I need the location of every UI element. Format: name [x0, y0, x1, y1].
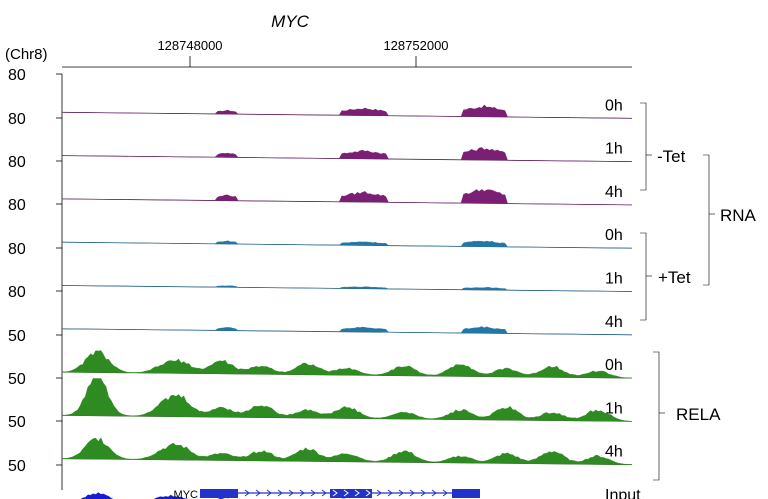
- track-signal-area: [61, 240, 633, 249]
- track-label: 4h: [605, 314, 623, 331]
- track-label: 1h: [605, 141, 623, 158]
- track-signal-area: [80, 492, 351, 499]
- gene-model: MYC: [174, 489, 480, 499]
- track-ymax-label: 50: [8, 328, 26, 345]
- strand-arrow: [343, 489, 349, 497]
- strand-arrow: [409, 489, 415, 497]
- track-ymax-label: 80: [8, 241, 26, 258]
- strand-arrow: [266, 489, 272, 497]
- gene-strand-arrows: [244, 489, 448, 497]
- strand-arrow: [387, 489, 393, 497]
- track-ymax-label: 80: [8, 197, 26, 214]
- x-tick-label-1: 128748000: [157, 38, 222, 53]
- bracket-rna: [703, 154, 710, 286]
- track-signal-area: [61, 104, 633, 119]
- track-signal-area: [61, 189, 633, 206]
- strand-arrow: [321, 489, 327, 497]
- chromosome-label: (Chr8): [5, 46, 48, 63]
- strand-arrow: [431, 489, 437, 497]
- track-signal-area: [61, 326, 633, 335]
- track-label: 4h: [605, 184, 623, 201]
- track-label: 0h: [605, 357, 623, 374]
- track-ymax-label: 80: [8, 284, 26, 301]
- track-ymax-label: 50: [8, 414, 26, 431]
- strand-arrow: [299, 489, 305, 497]
- group-label-plus-tet: +Tet: [658, 268, 691, 287]
- strand-arrow: [442, 489, 448, 497]
- strand-arrow: [354, 489, 360, 497]
- track-ymax-label: 50: [8, 458, 26, 475]
- track-signal-area: [61, 285, 633, 292]
- strand-arrow: [332, 489, 338, 497]
- track-signal-area: [61, 378, 633, 422]
- x-tick-label-2: 128752000: [383, 38, 448, 53]
- gene-exon-1: [200, 489, 238, 498]
- group-label-rna: RNA: [720, 206, 757, 225]
- track-ymax-label: 50: [8, 371, 26, 388]
- group-label-rela: RELA: [676, 405, 721, 424]
- gene-exon-2: [330, 489, 372, 498]
- strand-arrow: [310, 489, 316, 497]
- strand-arrow: [376, 489, 382, 497]
- track-label: 1h: [605, 400, 623, 417]
- strand-arrow: [365, 489, 371, 497]
- strand-arrow: [255, 489, 261, 497]
- track-label: Input: [605, 487, 641, 499]
- track-ymax-label: 80: [8, 154, 26, 171]
- track-label: 1h: [605, 271, 623, 288]
- track-label: 0h: [605, 227, 623, 244]
- gene-exon-3: [452, 489, 480, 498]
- strand-arrow: [420, 489, 426, 497]
- strand-arrow: [244, 489, 250, 497]
- track-label: 4h: [605, 444, 623, 461]
- track-signal-area: [61, 147, 633, 162]
- strand-arrow: [288, 489, 294, 497]
- track-ymax-label: 80: [8, 111, 26, 128]
- bracket-rela: [653, 351, 660, 481]
- gene-title: MYC: [271, 12, 310, 31]
- track-signal-area: [61, 437, 633, 465]
- bracket-plus-tet: [640, 232, 647, 321]
- track-signal-area: [61, 350, 633, 379]
- bracket-minus-tet: [640, 102, 647, 191]
- signal-tracks: 80 0h 80 1h 80 4h 80 0h 80 1h 80 4h 50 0h 50 1h 50 4h 50 In…: [8, 67, 641, 499]
- gene-name-label: MYC: [174, 489, 199, 499]
- track-ymax-label: 80: [8, 67, 26, 84]
- group-label-minus-tet: -Tet: [657, 147, 686, 166]
- track-label: 0h: [605, 97, 623, 114]
- strand-arrow: [277, 489, 283, 497]
- strand-arrow: [398, 489, 404, 497]
